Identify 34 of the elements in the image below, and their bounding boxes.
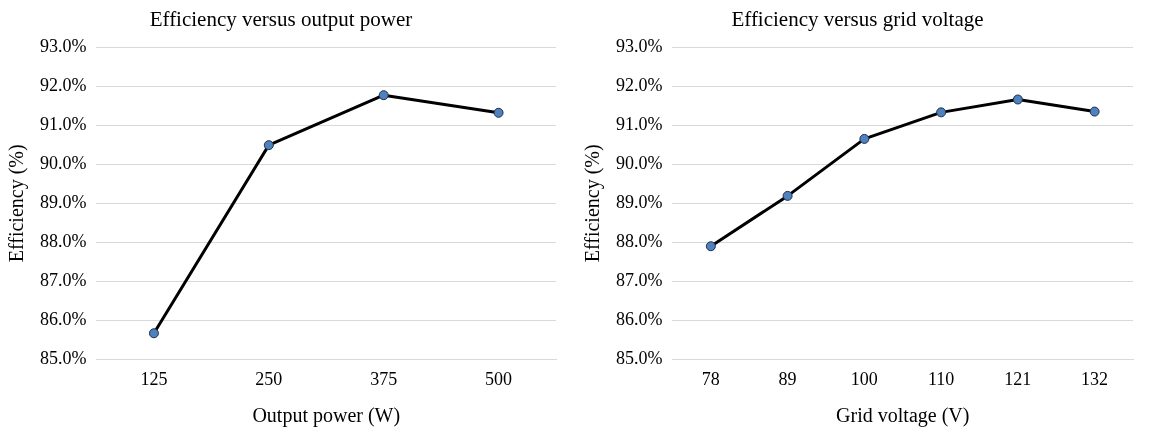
x-tick-label: 132 xyxy=(1081,368,1109,389)
y-axis-title: Efficiency (%) xyxy=(581,144,605,263)
x-tick-label: 78 xyxy=(701,368,720,389)
x-tick-label: 375 xyxy=(370,368,398,389)
x-axis-title: Output power (W) xyxy=(252,404,401,428)
x-tick-label: 89 xyxy=(778,368,797,389)
y-axis-title: Efficiency (%) xyxy=(5,144,29,263)
x-tick-label: 125 xyxy=(140,368,168,389)
y-tick-label: 88.0% xyxy=(39,231,87,252)
y-tick-label: 87.0% xyxy=(615,270,663,291)
x-tick-label: 500 xyxy=(485,368,513,389)
x-tick-label: 250 xyxy=(255,368,283,389)
chart-title: Efficiency versus output power xyxy=(149,7,413,32)
y-tick-label: 89.0% xyxy=(39,192,87,213)
chart-title: Efficiency versus grid voltage xyxy=(731,7,984,32)
y-tick-label: 91.0% xyxy=(615,113,663,134)
y-tick-label: 86.0% xyxy=(39,309,87,330)
x-tick-label: 100 xyxy=(850,368,878,389)
y-tick-label: 92.0% xyxy=(39,74,87,95)
x-tick-label: 121 xyxy=(1004,368,1032,389)
y-tick-label: 90.0% xyxy=(39,153,87,174)
y-tick-label: 86.0% xyxy=(615,309,663,330)
y-tick-label: 87.0% xyxy=(39,270,87,291)
y-tick-label: 93.0% xyxy=(615,35,663,56)
x-tick-label: 110 xyxy=(927,368,955,389)
y-tick-label: 90.0% xyxy=(615,153,663,174)
y-tick-label: 88.0% xyxy=(615,231,663,252)
y-tick-label: 93.0% xyxy=(39,35,87,56)
y-tick-label: 85.0% xyxy=(39,348,87,369)
y-tick-label: 89.0% xyxy=(615,192,663,213)
x-axis-title: Grid voltage (V) xyxy=(836,404,970,428)
y-tick-label: 92.0% xyxy=(615,74,663,95)
y-tick-label: 85.0% xyxy=(615,348,663,369)
y-tick-label: 91.0% xyxy=(39,113,87,134)
